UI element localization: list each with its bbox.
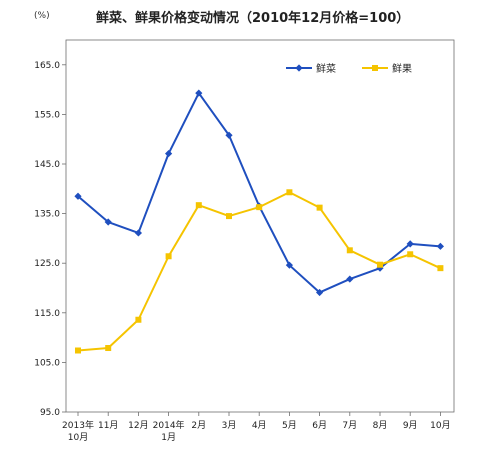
x-tick-label: 7月 — [342, 420, 357, 431]
x-tick-label: 8月 — [373, 420, 388, 431]
data-point — [256, 204, 263, 211]
x-tick-label: 2014年 — [153, 419, 185, 431]
data-point — [225, 131, 233, 139]
data-point — [286, 189, 293, 196]
data-point — [346, 275, 354, 283]
legend-item: 鲜果 — [362, 62, 412, 75]
x-tick-label: 11月 — [98, 420, 118, 431]
data-point — [436, 242, 444, 250]
data-point — [406, 240, 414, 248]
series-group — [74, 89, 444, 354]
data-point — [195, 202, 202, 209]
data-point — [437, 265, 444, 272]
y-axis: 95.0 105.0 115.0 125.0 135.0 145.0 155.0 165.0 — [34, 61, 66, 418]
legend-marker — [372, 65, 378, 71]
y-tick-label: 105.0 — [34, 358, 60, 368]
data-point — [285, 261, 293, 269]
legend-label: 鲜果 — [392, 62, 412, 75]
chart-title: 鲜菜、鲜果价格变动情况（2010年12月价格=100） — [96, 10, 409, 26]
y-tick-label: 95.0 — [40, 408, 60, 418]
x-tick-label: 3月 — [222, 420, 237, 431]
y-axis-unit: (%) — [34, 11, 50, 21]
data-point — [165, 149, 173, 158]
x-tick-label: 6月 — [312, 420, 327, 431]
data-point — [316, 288, 324, 297]
y-tick-label: 145.0 — [34, 160, 60, 170]
y-tick-label: 165.0 — [34, 61, 60, 71]
data-point — [104, 218, 112, 226]
x-tick-label: 10月 — [430, 420, 450, 431]
x-tick-label: 10月 — [68, 432, 88, 443]
data-point — [346, 247, 353, 254]
x-tick-label: 2013年 — [62, 419, 94, 431]
x-tick-label: 12月 — [128, 420, 148, 431]
data-point — [75, 347, 81, 354]
data-point — [74, 192, 82, 200]
data-point — [407, 251, 414, 258]
y-tick-label: 155.0 — [34, 110, 60, 120]
series-2 — [75, 189, 444, 354]
y-tick-label: 115.0 — [34, 309, 60, 319]
data-point — [165, 253, 172, 260]
y-tick-label: 135.0 — [34, 210, 60, 220]
y-tick-label: 125.0 — [34, 259, 60, 269]
data-point — [105, 345, 112, 352]
legend-item: 鲜菜 — [286, 62, 336, 75]
legend-label: 鲜菜 — [316, 62, 336, 75]
legend: 鲜菜 鲜果 — [286, 62, 412, 75]
legend-marker — [295, 64, 303, 72]
data-point — [135, 316, 142, 323]
x-tick-label: 5月 — [282, 420, 297, 431]
x-tick-label: 9月 — [403, 420, 418, 431]
data-point — [377, 261, 383, 268]
plot-frame — [65, 39, 455, 413]
x-tick-label: 2月 — [191, 420, 206, 431]
data-point — [195, 89, 203, 97]
data-point — [316, 204, 323, 211]
data-point — [226, 213, 232, 220]
data-point — [134, 229, 142, 237]
x-tick-label: 4月 — [252, 420, 267, 431]
x-tick-label: 1月 — [161, 432, 176, 443]
